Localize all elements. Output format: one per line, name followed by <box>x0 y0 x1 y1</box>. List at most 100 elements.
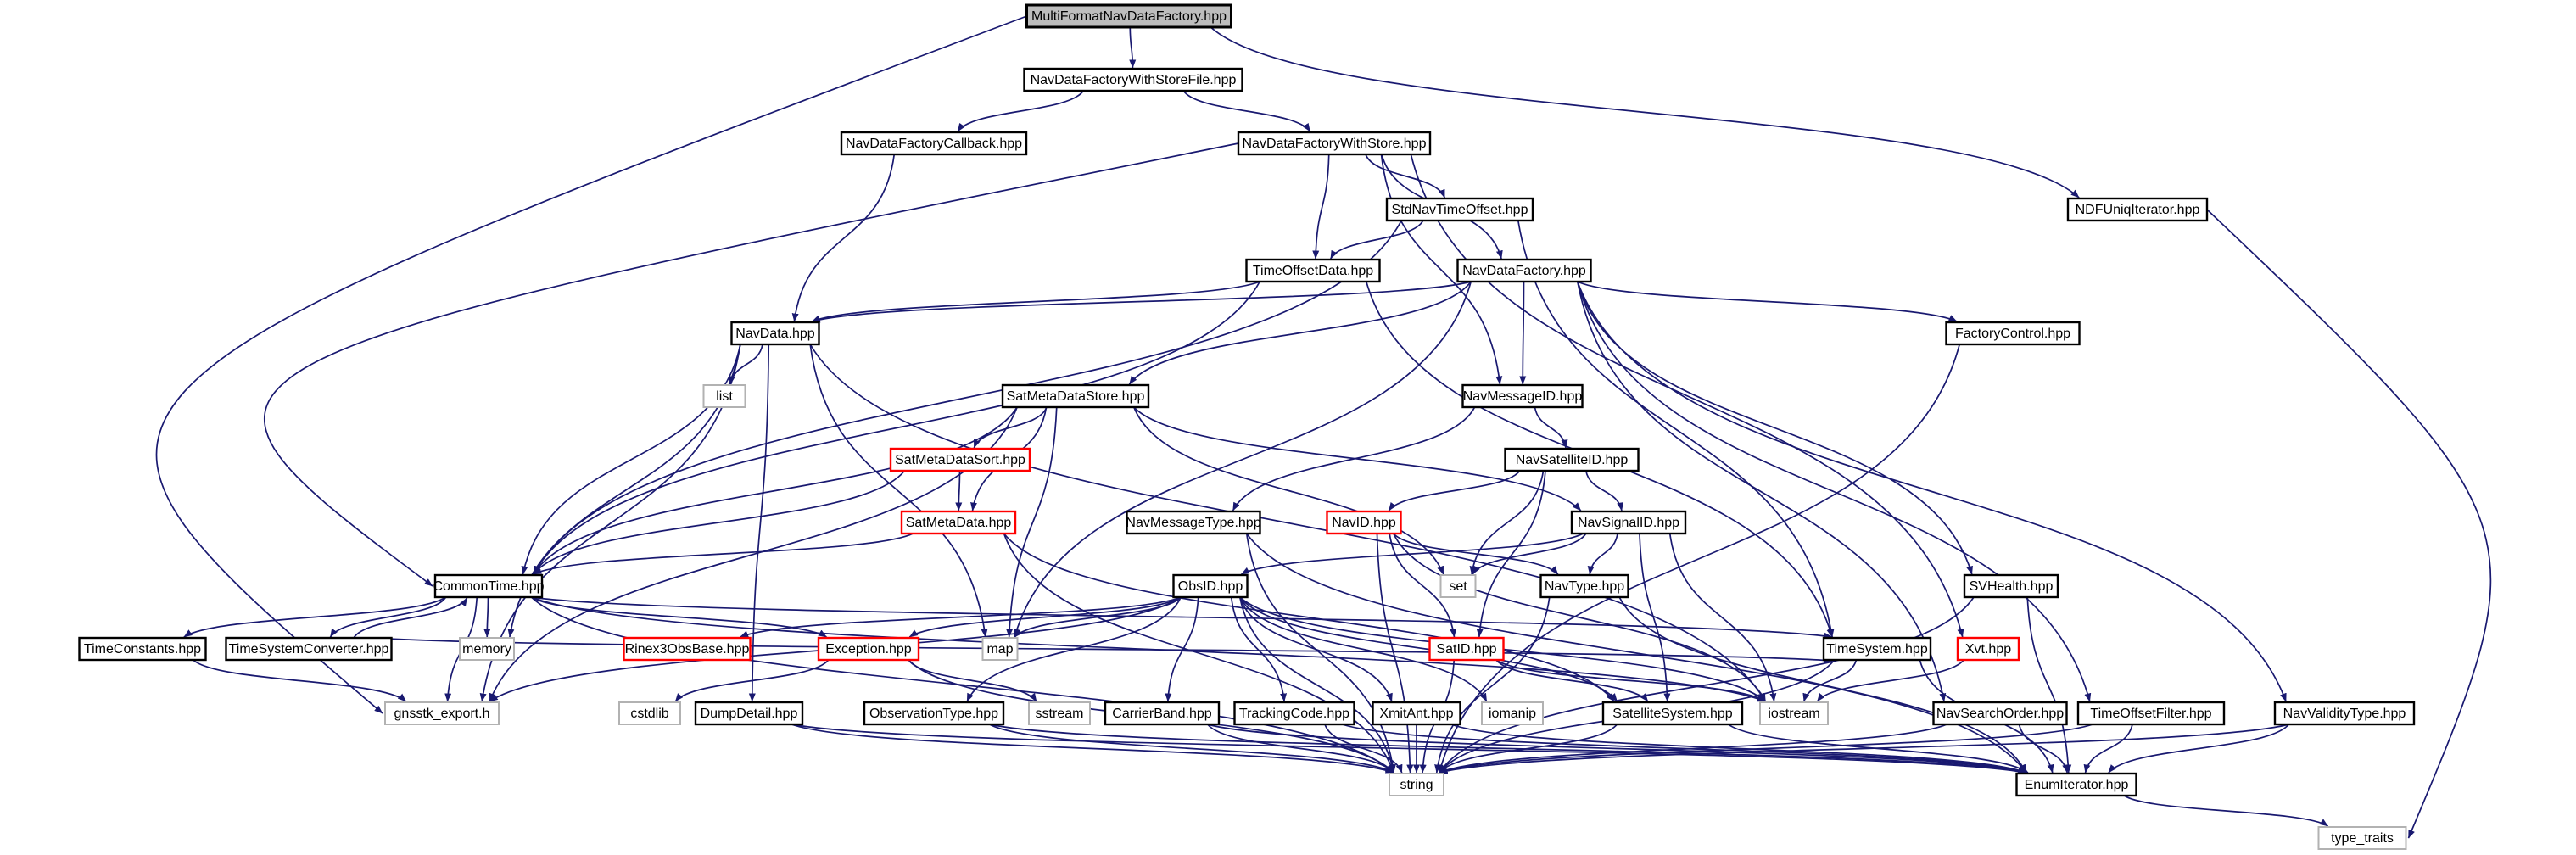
graph-node-memory[interactable]: memory <box>459 637 515 661</box>
graph-node-TimeConstants_hpp[interactable]: TimeConstants.hpp <box>78 636 207 662</box>
node-box[interactable] <box>78 636 207 662</box>
node-box[interactable] <box>2273 701 2416 726</box>
graph-node-NavDataFactoryWithStoreFile_hpp[interactable]: NavDataFactoryWithStoreFile.hpp <box>1023 67 1243 92</box>
graph-node-NavValidityType_hpp[interactable]: NavValidityType.hpp <box>2273 701 2416 726</box>
node-box[interactable] <box>459 637 515 661</box>
node-box[interactable] <box>981 637 1019 661</box>
graph-node-XmitAnt_hpp[interactable]: XmitAnt.hpp <box>1372 701 1461 726</box>
node-box[interactable] <box>1385 197 1534 222</box>
node-box[interactable] <box>900 510 1017 535</box>
graph-node-FactoryControl_hpp[interactable]: FactoryControl.hpp <box>1945 321 2081 346</box>
node-box[interactable] <box>2317 826 2407 850</box>
graph-node-gnsstk_export_h[interactable]: gnsstk_export.h <box>384 701 500 725</box>
node-box[interactable] <box>433 573 544 599</box>
graph-node-SatMetaData_hpp[interactable]: SatMetaData.hpp <box>900 510 1017 535</box>
graph-node-NavID_hpp[interactable]: NavID.hpp <box>1326 510 1402 535</box>
graph-node-Exception_hpp[interactable]: Exception.hpp <box>817 636 920 662</box>
node-box[interactable] <box>863 701 1005 726</box>
graph-node-TimeOffsetFilter_hpp[interactable]: TimeOffsetFilter.hpp <box>2076 701 2226 726</box>
node-box[interactable] <box>225 636 393 662</box>
node-box[interactable] <box>1428 636 1505 662</box>
graph-node-map[interactable]: map <box>981 637 1019 661</box>
node-box[interactable] <box>1570 510 1687 535</box>
node-box[interactable] <box>1539 573 1629 599</box>
graph-node-EnumIterator_hpp[interactable]: EnumIterator.hpp <box>2015 772 2137 797</box>
node-box[interactable] <box>1126 510 1261 535</box>
graph-node-cstdlib[interactable]: cstdlib <box>618 701 681 725</box>
node-box[interactable] <box>694 701 804 726</box>
node-box[interactable] <box>889 447 1031 472</box>
node-box[interactable] <box>1172 573 1249 599</box>
graph-node-CarrierBand_hpp[interactable]: CarrierBand.hpp <box>1104 701 1221 726</box>
graph-node-set[interactable]: set <box>1439 574 1477 598</box>
node-box[interactable] <box>1025 3 1232 29</box>
graph-node-string[interactable]: string <box>1389 773 1444 796</box>
node-box[interactable] <box>1023 67 1243 92</box>
node-box[interactable] <box>1461 383 1584 409</box>
graph-node-NavDataFactoryWithStore_hpp[interactable]: NavDataFactoryWithStore.hpp <box>1237 131 1432 156</box>
node-box[interactable] <box>730 321 820 346</box>
node-box[interactable] <box>1028 701 1091 725</box>
graph-node-NavMessageID_hpp[interactable]: NavMessageID.hpp <box>1461 383 1584 409</box>
graph-node-TimeOffsetData_hpp[interactable]: TimeOffsetData.hpp <box>1245 258 1381 283</box>
graph-node-SatelliteSystem_hpp[interactable]: SatelliteSystem.hpp <box>1601 701 1744 726</box>
graph-node-MultiFormatNavDataFactory_hpp[interactable]: MultiFormatNavDataFactory.hpp <box>1025 3 1232 29</box>
node-box[interactable] <box>702 384 746 408</box>
node-box[interactable] <box>1326 510 1402 535</box>
node-box[interactable] <box>2076 701 2226 726</box>
node-box[interactable] <box>817 636 920 662</box>
graph-node-NavSignalID_hpp[interactable]: NavSignalID.hpp <box>1570 510 1687 535</box>
graph-node-ObsID_hpp[interactable]: ObsID.hpp <box>1172 573 1249 599</box>
graph-node-CommonTime_hpp[interactable]: CommonTime.hpp <box>433 573 545 599</box>
graph-node-TrackingCode_hpp[interactable]: TrackingCode.hpp <box>1233 701 1355 726</box>
graph-node-StdNavTimeOffset_hpp[interactable]: StdNavTimeOffset.hpp <box>1385 197 1534 222</box>
graph-node-NavType_hpp[interactable]: NavType.hpp <box>1539 573 1629 599</box>
node-box[interactable] <box>2015 772 2137 797</box>
node-box[interactable] <box>2066 197 2209 222</box>
graph-node-NavData_hpp[interactable]: NavData.hpp <box>730 321 820 346</box>
graph-node-Rinex3ObsBase_hpp[interactable]: Rinex3ObsBase.hpp <box>623 636 752 662</box>
graph-node-TimeSystemConverter_hpp[interactable]: TimeSystemConverter.hpp <box>225 636 393 662</box>
graph-node-NavSearchOrder_hpp[interactable]: NavSearchOrder.hpp <box>1932 701 2068 726</box>
graph-node-list[interactable]: list <box>702 384 746 408</box>
node-box[interactable] <box>1822 636 1932 662</box>
node-box[interactable] <box>1233 701 1355 726</box>
graph-node-iomanip[interactable]: iomanip <box>1481 701 1544 725</box>
node-box[interactable] <box>1945 321 2081 346</box>
graph-node-NavDataFactoryCallback_hpp[interactable]: NavDataFactoryCallback.hpp <box>840 131 1028 156</box>
node-box[interactable] <box>1759 701 1829 725</box>
graph-node-SatMetaDataStore_hpp[interactable]: SatMetaDataStore.hpp <box>1001 383 1150 409</box>
graph-node-NavDataFactory_hpp[interactable]: NavDataFactory.hpp <box>1456 258 1592 283</box>
node-box[interactable] <box>1237 131 1432 156</box>
graph-node-type_traits[interactable]: type_traits <box>2317 826 2407 850</box>
graph-node-Xvt_hpp[interactable]: Xvt.hpp <box>1956 636 2020 662</box>
node-box[interactable] <box>1104 701 1221 726</box>
graph-node-iostream[interactable]: iostream <box>1759 701 1829 725</box>
graph-node-SatMetaDataSort_hpp[interactable]: SatMetaDataSort.hpp <box>889 447 1031 472</box>
node-box[interactable] <box>1245 258 1381 283</box>
graph-node-SatID_hpp[interactable]: SatID.hpp <box>1428 636 1505 662</box>
node-box[interactable] <box>618 701 681 725</box>
node-box[interactable] <box>1956 636 2020 662</box>
graph-node-NavMessageType_hpp[interactable]: NavMessageType.hpp <box>1126 510 1261 535</box>
node-box[interactable] <box>1456 258 1592 283</box>
node-box[interactable] <box>1601 701 1744 726</box>
node-box[interactable] <box>1439 574 1477 598</box>
node-box[interactable] <box>1963 573 2059 599</box>
node-box[interactable] <box>623 636 752 662</box>
node-box[interactable] <box>840 131 1028 156</box>
node-box[interactable] <box>1001 383 1150 409</box>
graph-node-sstream[interactable]: sstream <box>1028 701 1091 725</box>
node-box[interactable] <box>1932 701 2068 726</box>
node-box[interactable] <box>1372 701 1461 726</box>
graph-node-NDFUniqIterator_hpp[interactable]: NDFUniqIterator.hpp <box>2066 197 2209 222</box>
graph-node-SVHealth_hpp[interactable]: SVHealth.hpp <box>1963 573 2059 599</box>
graph-node-DumpDetail_hpp[interactable]: DumpDetail.hpp <box>694 701 804 726</box>
node-box[interactable] <box>1504 447 1640 472</box>
graph-node-NavSatelliteID_hpp[interactable]: NavSatelliteID.hpp <box>1504 447 1640 472</box>
graph-node-ObservationType_hpp[interactable]: ObservationType.hpp <box>863 701 1005 726</box>
node-box[interactable] <box>384 701 500 725</box>
graph-node-TimeSystem_hpp[interactable]: TimeSystem.hpp <box>1822 636 1932 662</box>
node-box[interactable] <box>1481 701 1544 725</box>
node-box[interactable] <box>1389 773 1444 796</box>
